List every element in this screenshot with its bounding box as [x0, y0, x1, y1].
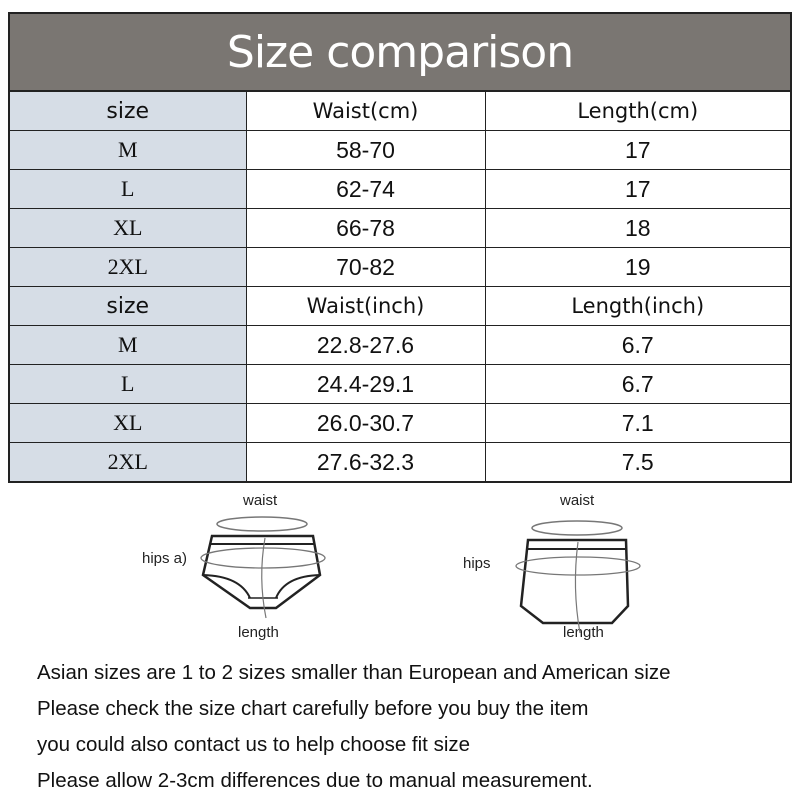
right-length-label: length — [563, 624, 604, 641]
value-cell: 62-74 — [245, 169, 486, 209]
table-row: XL 66-78 18 — [10, 208, 790, 248]
column-header: Waist(cm) — [245, 92, 486, 131]
table-header-row: size Waist(inch) Length(inch) — [10, 286, 790, 326]
value-cell: 18 — [484, 208, 790, 248]
right-waist-label: waist — [560, 492, 595, 509]
table-row: 2XL 27.6-32.3 7.5 — [10, 442, 790, 481]
briefs-drawings — [200, 516, 641, 634]
left-hips-label: hips a) — [142, 550, 188, 567]
brief-right-icon — [515, 520, 641, 634]
size-cell: L — [10, 169, 247, 209]
value-cell: 6.7 — [484, 325, 790, 365]
left-waist-label: waist — [243, 492, 278, 509]
note-line: Please check the size chart carefully be… — [37, 697, 589, 720]
brief-left-icon — [200, 516, 326, 619]
table-row: L 24.4-29.1 6.7 — [10, 364, 790, 404]
table-row: XL 26.0-30.7 7.1 — [10, 403, 790, 443]
note-line: Asian sizes are 1 to 2 sizes smaller tha… — [37, 661, 671, 684]
value-cell: 66-78 — [245, 208, 486, 248]
size-cell: XL — [10, 208, 247, 248]
value-cell: 24.4-29.1 — [245, 364, 486, 404]
right-hips-label: hips — [463, 555, 491, 572]
note-line: Please allow 2-3cm differences due to ma… — [37, 769, 593, 792]
size-cell: M — [10, 130, 247, 170]
value-cell: 19 — [484, 247, 790, 287]
size-cell: XL — [10, 403, 247, 443]
table-row: M 58-70 17 — [10, 130, 790, 170]
value-cell: 17 — [484, 169, 790, 209]
size-cell: 2XL — [10, 442, 247, 481]
column-header: Waist(inch) — [245, 286, 486, 326]
value-cell: 6.7 — [484, 364, 790, 404]
value-cell: 7.1 — [484, 403, 790, 443]
value-cell: 70-82 — [245, 247, 486, 287]
value-cell: 27.6-32.3 — [245, 442, 486, 481]
note-line: you could also contact us to help choose… — [37, 733, 471, 756]
left-length-label: length — [238, 624, 279, 641]
size-table: Size comparison size Waist(cm) Length(cm) M… — [8, 12, 792, 483]
value-cell: 22.8-27.6 — [245, 325, 486, 365]
size-cell: M — [10, 325, 247, 365]
table-row: M 22.8-27.6 6.7 — [10, 325, 790, 365]
notes: Asian sizes are 1 to 2 sizes smaller tha… — [37, 655, 671, 799]
table-header-row: size Waist(cm) Length(cm) — [10, 92, 790, 131]
size-cell: 2XL — [10, 247, 247, 287]
value-cell: 58-70 — [245, 130, 486, 170]
value-cell: 17 — [484, 130, 790, 170]
measurement-diagrams: waist hips a) length waist hips length — [0, 488, 800, 648]
value-cell: 7.5 — [484, 442, 790, 481]
table-row: 2XL 70-82 19 — [10, 247, 790, 287]
column-header: size — [10, 92, 247, 131]
size-grid: size Waist(cm) Length(cm) M 58-70 17 L 62-74 17 X… — [10, 92, 790, 481]
column-header: size — [10, 286, 247, 326]
column-header: Length(cm) — [484, 92, 790, 131]
table-row: L 62-74 17 — [10, 169, 790, 209]
value-cell: 26.0-30.7 — [245, 403, 486, 443]
chart-title: Size comparison — [10, 14, 790, 92]
column-header: Length(inch) — [484, 286, 790, 326]
size-cell: L — [10, 364, 247, 404]
